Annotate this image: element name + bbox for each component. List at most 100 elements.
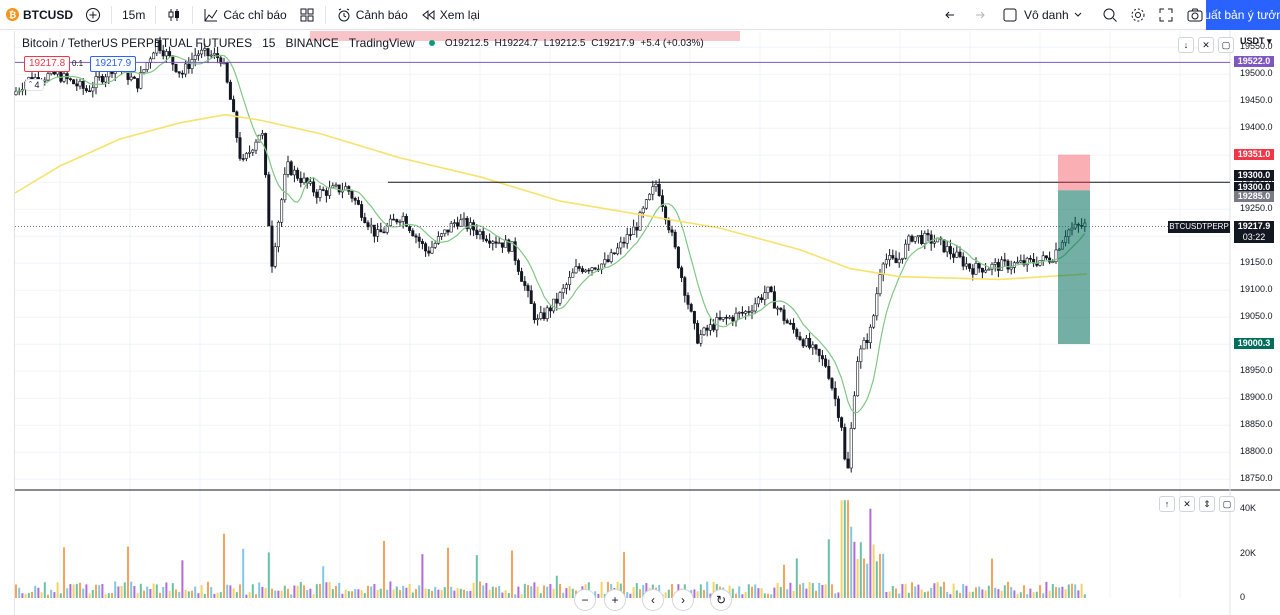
volume-bar — [837, 592, 840, 598]
candle-body — [836, 398, 840, 418]
rewind-icon — [421, 9, 435, 20]
candle-body — [564, 284, 568, 289]
candle-body — [1016, 261, 1020, 264]
zoom-in-button[interactable]: + — [604, 589, 626, 611]
scroll-right-button[interactable]: › — [672, 589, 694, 611]
collapse-icon[interactable]: ⇕ — [1199, 496, 1215, 512]
currency-selector[interactable]: USDT ▾ — [1240, 36, 1272, 46]
candle-body — [270, 225, 274, 267]
volume-bar — [27, 592, 30, 598]
candle-body — [155, 40, 159, 54]
symbol-price-tag: BTCUSDTPERP — [1168, 220, 1230, 233]
volume-bar — [255, 594, 257, 598]
candle-body — [302, 177, 306, 183]
candle-body — [462, 218, 466, 221]
publish-idea-button[interactable]: Xuất bản ý tưởng — [1206, 0, 1280, 30]
volume-bar — [303, 585, 305, 598]
candle-body — [856, 361, 860, 397]
snapshot-button[interactable] — [1180, 0, 1210, 30]
quick-search-button[interactable] — [1096, 0, 1124, 30]
candle-body — [376, 229, 380, 237]
volume-bar — [418, 585, 421, 598]
volume-bar — [72, 584, 75, 598]
move-up-icon[interactable]: ↑ — [1159, 496, 1175, 512]
candle-body — [897, 259, 901, 264]
maximize-icon[interactable]: ▢ — [1219, 496, 1235, 512]
volume-bar — [322, 566, 325, 598]
volume-bar — [571, 588, 574, 598]
toolbar-divider — [155, 5, 157, 24]
chart-type-button[interactable] — [160, 0, 188, 30]
candle-body — [644, 199, 648, 209]
move-down-icon[interactable]: ↓ — [1178, 37, 1194, 53]
sell-button[interactable]: 19217.8 — [24, 56, 71, 72]
compare-add-button[interactable] — [79, 0, 107, 30]
settings-button[interactable] — [1124, 0, 1152, 30]
candle-body — [353, 197, 357, 201]
candle-body — [923, 233, 927, 244]
volume-bar — [367, 585, 369, 598]
layout-button[interactable]: Vô danh — [996, 0, 1089, 30]
volume-bar — [664, 592, 667, 598]
interval-button[interactable]: 15m — [122, 7, 146, 22]
volume-bar — [767, 593, 769, 598]
replay-button[interactable]: Xem lại — [414, 0, 486, 30]
volume-bar — [357, 589, 360, 598]
legend-source: TradingView — [348, 36, 415, 50]
symbol-search-button[interactable]: ₿ BTCUSD — [0, 0, 79, 30]
volume-bar — [840, 500, 843, 598]
redo-button[interactable] — [964, 0, 992, 30]
candle-body — [891, 255, 895, 259]
volume-bar — [53, 592, 56, 598]
volume-bar — [338, 582, 341, 598]
candle-body — [465, 218, 469, 230]
indicators-collapse-toggle[interactable]: ˆ 4 — [25, 79, 44, 91]
volume-bar — [235, 592, 238, 598]
volume-bar — [325, 582, 328, 598]
undo-button[interactable] — [938, 0, 966, 30]
volume-bar — [523, 583, 526, 598]
indicators-button[interactable]: Các chỉ báo — [197, 0, 292, 30]
candle-body — [987, 268, 991, 271]
volume-bar — [1058, 587, 1061, 598]
volume-bar — [309, 588, 312, 598]
alerts-button[interactable]: Cảnh báo — [330, 0, 414, 30]
volume-bar — [667, 589, 670, 598]
templates-button[interactable] — [293, 0, 321, 30]
grid-icon — [300, 8, 314, 21]
candle-body — [977, 263, 981, 269]
buy-button[interactable]: 19217.9 — [90, 56, 137, 72]
candle-body — [952, 253, 956, 258]
candle-body — [1009, 267, 1013, 270]
candle-body — [948, 246, 952, 255]
volume-bar — [783, 564, 785, 598]
volume-bar — [799, 584, 801, 598]
volume-bar — [82, 588, 85, 598]
maximize-icon[interactable]: ▢ — [1218, 37, 1234, 53]
close-icon[interactable]: ✕ — [1179, 496, 1195, 512]
candle-body — [529, 290, 533, 304]
volume-bar — [527, 585, 529, 598]
candle-body — [308, 181, 312, 184]
scroll-left-button[interactable]: ‹ — [642, 589, 664, 611]
candle-body — [811, 344, 815, 348]
reset-chart-button[interactable]: ↻ — [710, 589, 732, 611]
chart-navigation: − + ‹ › ↻ — [574, 589, 732, 611]
volume-bar — [315, 584, 318, 598]
volume-bar — [117, 586, 120, 598]
candle-body — [488, 240, 492, 244]
candle-body — [494, 241, 498, 244]
zoom-out-button[interactable]: − — [574, 589, 596, 611]
volume-bar — [159, 592, 161, 598]
volume-bar — [789, 582, 792, 598]
volume-bar — [818, 582, 821, 598]
candle-body — [872, 315, 876, 328]
candle-body — [993, 262, 997, 265]
fullscreen-button[interactable] — [1152, 0, 1180, 30]
candle-body — [516, 260, 520, 272]
volume-bar — [514, 594, 517, 598]
volume-bar — [127, 546, 129, 598]
legend-title[interactable]: Bitcoin / TetherUS PERPETUAL FUTURES — [22, 36, 253, 50]
collapse-icon[interactable]: ✕ — [1198, 37, 1214, 53]
